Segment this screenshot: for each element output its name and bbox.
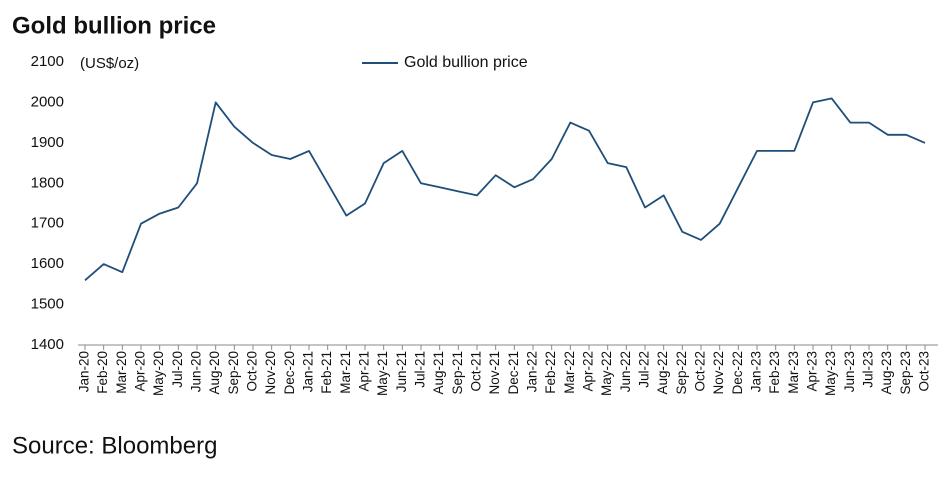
x-tick-label: Feb-22 (543, 351, 558, 394)
line-series (84, 97, 926, 281)
x-tick-label: Sep-21 (450, 351, 465, 395)
x-tick-label: Oct-22 (693, 351, 708, 392)
x-tick-label: Mar-22 (562, 351, 577, 394)
x-tick-label: Apr-21 (357, 351, 372, 392)
y-tick-label: 2100 (31, 53, 64, 70)
x-tick-label: Sep-23 (898, 351, 913, 395)
chart-title: Gold bullion price (12, 12, 216, 39)
x-tick-label: Aug-21 (431, 351, 446, 395)
x-tick-label: Feb-20 (95, 351, 110, 394)
y-axis-label: (US$/oz) (80, 55, 139, 72)
x-tick-label: Jan-21 (301, 351, 316, 392)
x-tick-label: Jul-23 (861, 351, 876, 388)
x-tick-label: Nov-20 (263, 351, 278, 395)
x-tick-label: May-20 (151, 351, 166, 396)
y-tick-label: 1400 (31, 336, 64, 353)
x-tick-label: Jul-20 (170, 351, 185, 388)
x-tick-label: Nov-21 (487, 351, 502, 395)
y-tick-label: 1700 (31, 215, 64, 232)
x-tick-label: Oct-21 (469, 351, 484, 392)
x-tick-label: Dec-21 (506, 351, 521, 395)
x-tick-label: Apr-23 (805, 351, 820, 392)
x-tick-label: Feb-23 (767, 351, 782, 394)
y-tick-label: 1600 (31, 255, 64, 272)
x-tick-label: Apr-22 (581, 351, 596, 392)
x-tick-label: Jan-22 (525, 351, 540, 392)
x-tick-label: Aug-20 (207, 351, 222, 395)
x-tick-label: Feb-21 (319, 351, 334, 394)
x-tick-label: Oct-23 (917, 351, 932, 392)
x-tick-label: Oct-20 (245, 351, 260, 392)
x-tick-label: May-22 (599, 351, 614, 396)
x-tick-label: Aug-22 (655, 351, 670, 395)
y-tick-label: 1800 (31, 174, 64, 191)
x-tick-label: Jan-23 (749, 351, 764, 392)
x-tick-label: Jul-22 (637, 351, 652, 388)
x-tick-label: Apr-20 (133, 351, 148, 392)
legend-label: Gold bullion price (404, 54, 528, 71)
x-tick-label: Aug-23 (879, 351, 894, 395)
x-tick-label: Jul-21 (413, 351, 428, 388)
x-tick-label: Jan-20 (77, 351, 92, 392)
x-tick-label: Sep-22 (674, 351, 689, 395)
source: Source: Bloomberg (12, 432, 217, 459)
x-tick-label: Sep-20 (226, 351, 241, 395)
x-tick-label: Jun-23 (842, 351, 857, 392)
x-tick-label: May-21 (375, 351, 390, 396)
y-tick-label: 2000 (31, 93, 64, 110)
x-tick-label: May-23 (823, 351, 838, 396)
x-tick-label: Dec-22 (730, 351, 745, 395)
x-tick-label: Jun-22 (618, 351, 633, 392)
x-tick-label: Mar-23 (786, 351, 801, 394)
x-tick-label: Jun-21 (394, 351, 409, 392)
x-tick-label: Dec-20 (282, 351, 297, 395)
y-tick-label: 1900 (31, 134, 64, 151)
x-tick-label: Mar-20 (114, 351, 129, 394)
x-tick-label: Jun-20 (189, 351, 204, 392)
x-tick-label: Mar-21 (338, 351, 353, 394)
x-tick-label: Nov-22 (711, 351, 726, 395)
y-tick-label: 1500 (31, 296, 64, 313)
